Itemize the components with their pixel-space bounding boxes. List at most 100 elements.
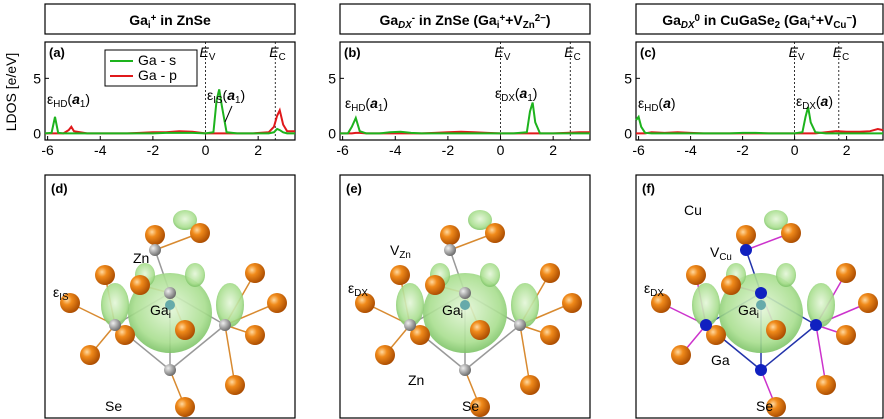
text-run: C bbox=[279, 52, 286, 63]
isosurface bbox=[511, 283, 539, 327]
atom bbox=[740, 244, 752, 256]
se-atom bbox=[145, 225, 165, 245]
text-run: ) bbox=[671, 95, 676, 111]
rich-text: Se bbox=[756, 398, 773, 414]
rich-text: EV bbox=[200, 44, 216, 63]
gai-atom bbox=[756, 300, 766, 310]
text-run: in ZnSe bbox=[156, 12, 211, 28]
isosurface bbox=[185, 263, 205, 287]
text-run: Se bbox=[105, 398, 122, 414]
arrow bbox=[225, 106, 232, 122]
text-run: a bbox=[520, 85, 528, 101]
rich-text: εDX(a) bbox=[796, 93, 833, 112]
text-run: Zn bbox=[133, 250, 149, 266]
text-run: DX bbox=[501, 93, 515, 104]
se-atom bbox=[836, 263, 856, 283]
se-atom bbox=[440, 225, 460, 245]
atom bbox=[444, 244, 456, 256]
text-run: DX bbox=[354, 288, 368, 299]
se-atom bbox=[836, 325, 856, 345]
se-atom bbox=[858, 293, 878, 313]
x-tick-label: -2 bbox=[442, 142, 455, 158]
text-run: i bbox=[169, 310, 171, 321]
rich-text: EC bbox=[833, 44, 849, 63]
se-atom bbox=[781, 223, 801, 243]
text-run: ) bbox=[852, 12, 857, 28]
rich-text: Ga bbox=[711, 352, 730, 368]
text-run: Ga bbox=[442, 302, 461, 318]
se-atom bbox=[245, 325, 265, 345]
atom bbox=[164, 287, 176, 299]
text-run: HD bbox=[351, 103, 365, 114]
se-atom bbox=[175, 397, 195, 417]
structure-panel bbox=[636, 175, 883, 418]
text-run: (Ga bbox=[780, 12, 807, 28]
text-run: +V bbox=[816, 12, 834, 28]
atom bbox=[755, 287, 767, 299]
x-tick-label: -6 bbox=[336, 142, 349, 158]
atom bbox=[810, 319, 822, 331]
se-atom bbox=[721, 275, 741, 295]
atom bbox=[700, 319, 712, 331]
se-atom bbox=[686, 265, 706, 285]
se-atom bbox=[95, 265, 115, 285]
rich-text: EC bbox=[564, 44, 580, 63]
text-run: a bbox=[72, 91, 80, 107]
text-run: DX bbox=[650, 288, 664, 299]
rich-text: Se bbox=[105, 398, 122, 414]
text-run: in ZnSe (Ga bbox=[415, 12, 497, 28]
atom bbox=[109, 319, 121, 331]
series-line bbox=[45, 89, 295, 133]
se-atom bbox=[671, 345, 691, 365]
x-tick-label: -2 bbox=[736, 142, 749, 158]
se-atom bbox=[225, 375, 245, 395]
text-run: IS bbox=[213, 95, 223, 106]
rich-text: εHD(a1) bbox=[345, 95, 388, 114]
rich-text: Zn bbox=[133, 250, 149, 266]
text-run: Zn bbox=[399, 250, 410, 261]
atom bbox=[514, 319, 526, 331]
rich-text: Cu bbox=[684, 202, 702, 218]
se-atom bbox=[540, 325, 560, 345]
isosurface bbox=[216, 283, 244, 327]
se-atom bbox=[80, 345, 100, 365]
isosurface bbox=[776, 263, 796, 287]
x-tick-label: -4 bbox=[684, 142, 697, 158]
rich-text: GaDX- in ZnSe (Gai++VZn2−) bbox=[379, 12, 550, 31]
text-run: Cu bbox=[833, 20, 846, 31]
y-tick-label: 0 bbox=[328, 125, 336, 141]
text-run: V bbox=[504, 52, 511, 63]
se-atom bbox=[736, 225, 756, 245]
series-line bbox=[45, 110, 295, 133]
y-tick-label: 5 bbox=[328, 70, 336, 86]
atom bbox=[164, 364, 176, 376]
x-tick-label: -2 bbox=[147, 142, 160, 158]
se-atom bbox=[130, 275, 150, 295]
plot-frame bbox=[340, 42, 590, 140]
text-run: Ga bbox=[379, 12, 398, 28]
rich-text: εIS(a1) bbox=[207, 87, 245, 106]
text-run: Se bbox=[462, 398, 479, 414]
text-run: Se bbox=[756, 398, 773, 414]
rich-text: Gai+ in ZnSe bbox=[129, 12, 211, 31]
panel-label: (f) bbox=[642, 181, 655, 196]
x-tick-label: 0 bbox=[202, 142, 210, 158]
rich-text: EC bbox=[269, 44, 285, 63]
text-run: ) bbox=[240, 87, 245, 103]
x-tick-label: 2 bbox=[254, 142, 262, 158]
rich-text: εHD(a) bbox=[638, 95, 676, 114]
rich-text: εDX(a1) bbox=[495, 85, 537, 104]
text-run: ) bbox=[533, 85, 538, 101]
text-run: HD bbox=[644, 103, 658, 114]
x-tick-label: -4 bbox=[389, 142, 402, 158]
text-run: ) bbox=[85, 91, 90, 107]
structure-panel bbox=[45, 175, 295, 418]
figure: LDOS [e/eV] Gai+ in ZnSe(a)-6-4-20205EVE… bbox=[0, 0, 884, 419]
se-atom bbox=[520, 375, 540, 395]
rich-text: Gai bbox=[442, 302, 463, 321]
y-tick-label: 0 bbox=[33, 125, 41, 141]
panel-label: (c) bbox=[640, 45, 656, 60]
text-run: a bbox=[821, 93, 829, 109]
y-tick-label: 5 bbox=[33, 70, 41, 86]
se-atom bbox=[190, 223, 210, 243]
